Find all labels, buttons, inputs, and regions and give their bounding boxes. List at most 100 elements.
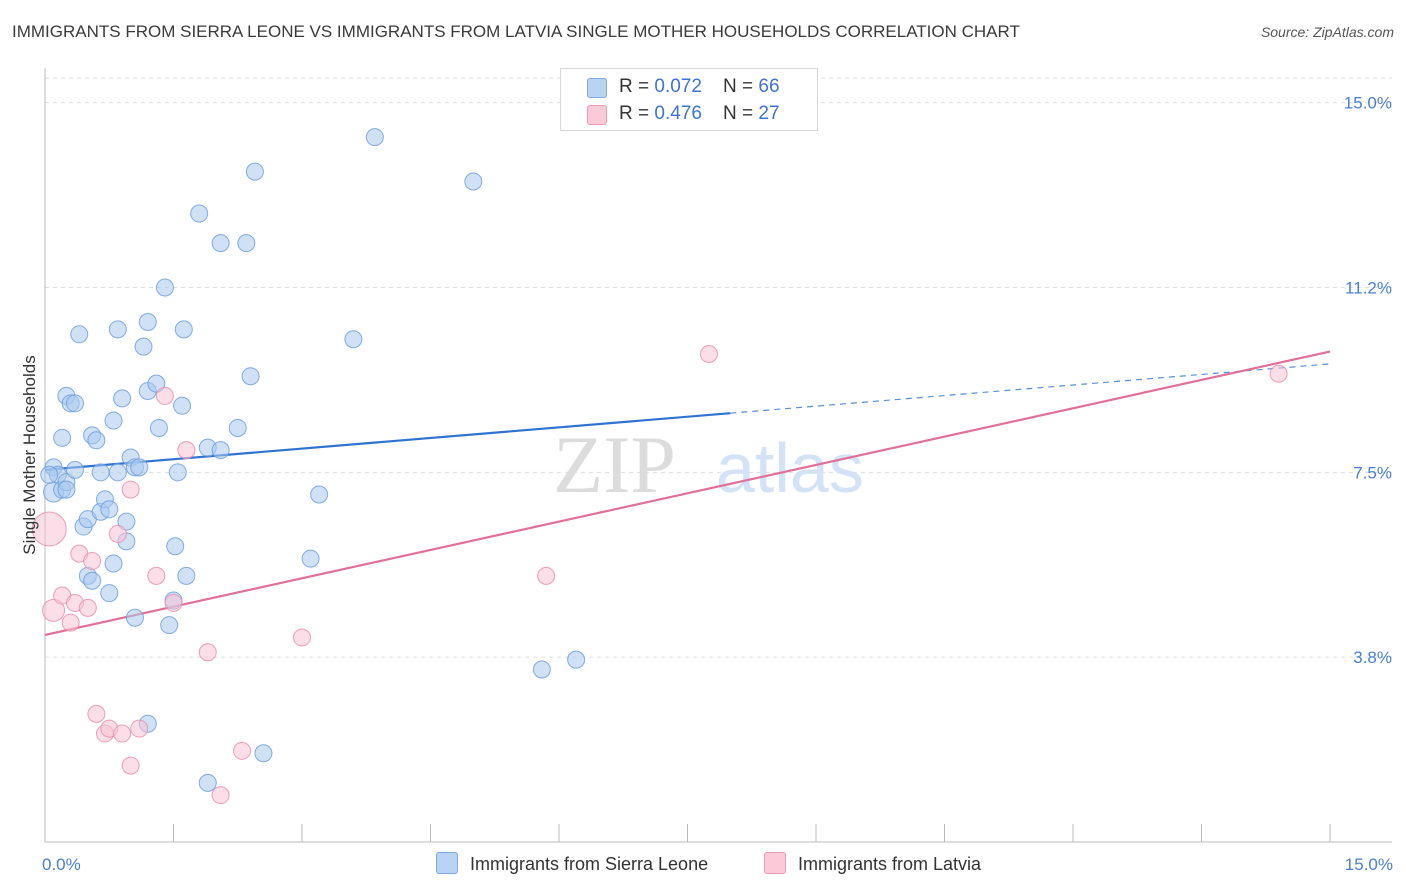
data-point: [121, 480, 140, 499]
data-point: [1269, 364, 1288, 383]
data-point: [198, 773, 217, 792]
data-point: [130, 719, 149, 738]
r-label: R =: [619, 103, 655, 124]
data-point: [310, 485, 329, 504]
data-point: [130, 458, 149, 477]
data-point: [125, 608, 144, 627]
data-point: [190, 204, 209, 223]
data-point: [168, 463, 187, 482]
data-point: [83, 571, 102, 590]
data-point: [155, 278, 174, 297]
y-tick-label: 11.2%: [1345, 278, 1392, 297]
data-point: [177, 441, 196, 460]
y-axis-label: Single Mother Households: [20, 355, 39, 554]
legend-stats: R = 0.072 N = 66: [619, 76, 780, 98]
data-point: [113, 724, 132, 743]
data-point: [121, 756, 140, 775]
x-tick-labels: 0.0% 15.0%: [42, 855, 1393, 874]
data-point: [113, 389, 132, 408]
series-legend-latvia: Immigrants from Latvia: [764, 852, 981, 875]
data-point: [464, 172, 483, 191]
data-point: [87, 704, 106, 723]
data-point: [147, 566, 166, 585]
x-tick-label: 0.0%: [42, 855, 81, 874]
correlation-legend: R = 0.072 N = 66 R = 0.476 N = 27: [560, 68, 818, 131]
series-swatch-sierra-leone: [436, 852, 458, 874]
data-points: [31, 128, 1288, 805]
data-point: [65, 394, 84, 413]
data-point: [31, 511, 67, 547]
legend-swatch-latvia: [587, 105, 607, 125]
series-label-latvia: Immigrants from Latvia: [798, 854, 982, 874]
data-point: [155, 386, 174, 405]
data-point: [344, 330, 363, 349]
axes: [44, 68, 1392, 843]
data-point: [78, 598, 97, 617]
data-point: [293, 628, 311, 647]
r-label: R =: [619, 76, 655, 97]
r-value: 0.476: [654, 103, 702, 124]
trend-line-1: [44, 350, 1331, 637]
series-legend-sierra-leone: Immigrants from Sierra Leone: [436, 852, 708, 875]
data-point: [567, 650, 586, 669]
data-point: [108, 320, 127, 339]
source-label: Source: ZipAtlas.com: [1260, 24, 1394, 40]
data-point: [91, 463, 110, 482]
data-point: [40, 465, 59, 484]
data-point: [42, 598, 66, 622]
n-label: N =: [723, 103, 759, 124]
x-tick-label: 15.0%: [1345, 855, 1393, 874]
data-point: [301, 549, 320, 568]
data-point: [100, 500, 119, 519]
data-point: [108, 524, 127, 543]
trend-lines: [44, 350, 1331, 637]
data-point: [211, 786, 230, 805]
data-point: [53, 428, 72, 447]
data-point: [104, 411, 123, 430]
data-point: [164, 593, 183, 612]
data-point: [537, 566, 556, 585]
y-tick-label: 15.0%: [1344, 94, 1392, 113]
data-point: [138, 312, 157, 331]
data-point: [699, 345, 718, 364]
data-point: [134, 337, 153, 356]
data-point: [365, 128, 384, 147]
n-value: 66: [758, 76, 780, 97]
watermark: ZIP atlas: [553, 419, 864, 510]
data-point: [177, 566, 196, 585]
data-point: [198, 643, 217, 662]
y-tick-labels: 15.0% 11.2% 7.5% 3.8%: [1344, 94, 1392, 668]
data-point: [211, 234, 230, 253]
data-point: [532, 660, 551, 679]
data-point: [57, 480, 76, 499]
data-point: [61, 613, 80, 632]
data-point: [160, 616, 179, 635]
data-point: [228, 418, 247, 437]
data-point: [166, 537, 185, 556]
watermark-atlas: atlas: [716, 429, 864, 507]
data-point: [83, 552, 102, 571]
trend-line-extension-0: [730, 363, 1331, 414]
n-label: N =: [723, 76, 759, 97]
data-point: [211, 441, 230, 460]
data-point: [174, 320, 193, 339]
data-point: [70, 325, 89, 344]
data-point: [149, 418, 168, 437]
data-point: [65, 460, 84, 479]
data-point: [245, 162, 264, 181]
data-point: [108, 463, 127, 482]
data-point: [87, 431, 106, 450]
series-swatch-latvia: [764, 852, 786, 874]
data-point: [254, 744, 273, 763]
chart-title: IMMIGRANTS FROM SIERRA LEONE VS IMMIGRAN…: [12, 22, 1020, 41]
series-label-sierra-leone: Immigrants from Sierra Leone: [470, 854, 709, 874]
trend-line-0: [44, 412, 731, 471]
r-value: 0.072: [654, 76, 702, 97]
y-tick-label: 3.8%: [1353, 648, 1392, 667]
data-point: [173, 396, 192, 415]
watermark-zip: ZIP: [553, 419, 676, 510]
data-point: [100, 584, 119, 603]
y-tick-label: 7.5%: [1353, 463, 1392, 482]
n-value: 27: [758, 103, 780, 124]
